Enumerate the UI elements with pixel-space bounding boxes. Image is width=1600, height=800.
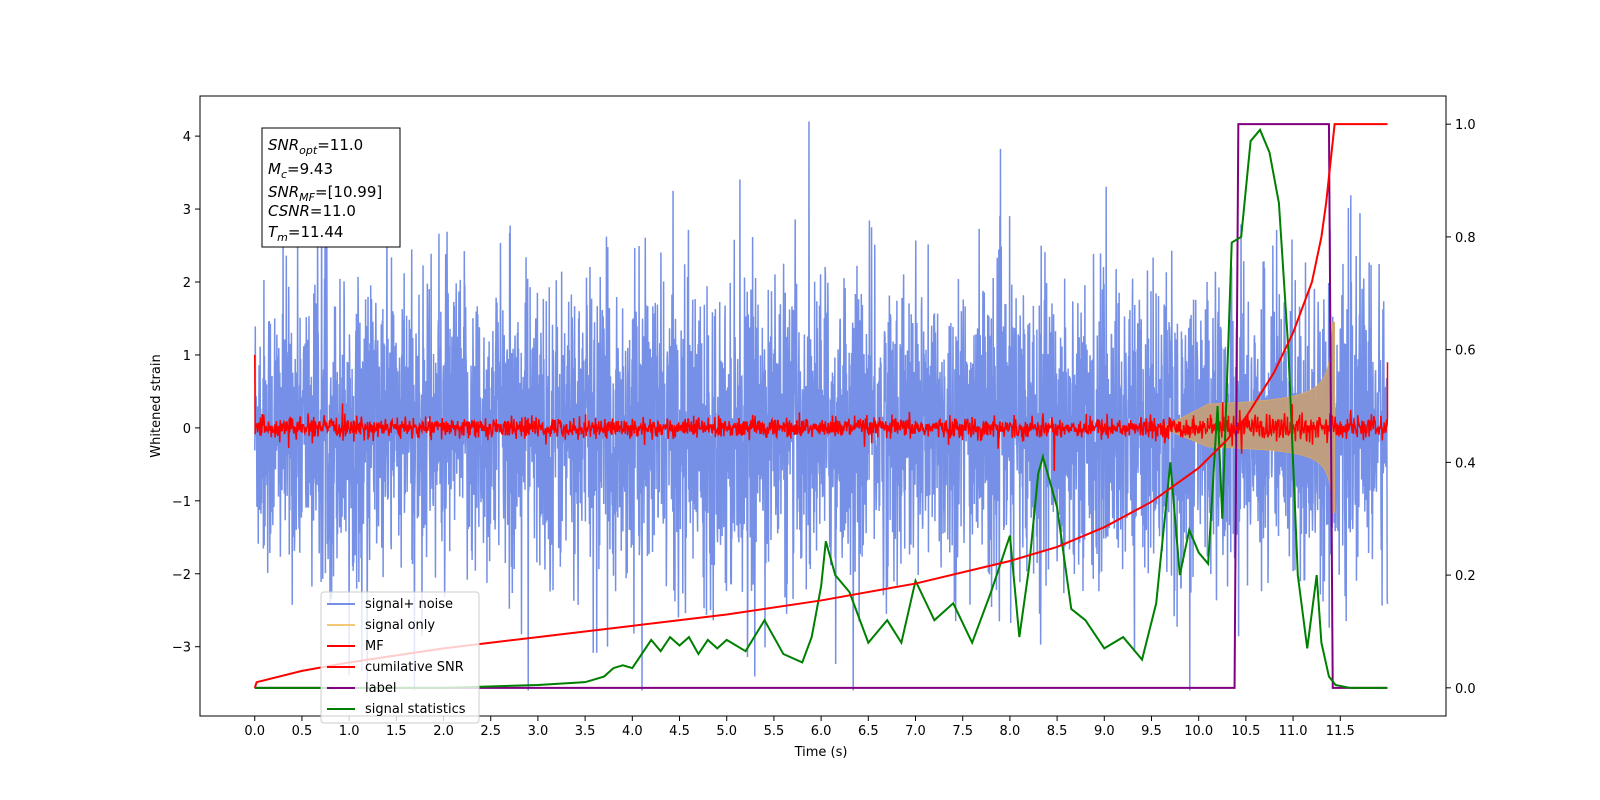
annotation-box (261, 127, 401, 248)
x-tick-label: 3.5 (575, 724, 596, 739)
legend-item-cumulative-snr: cumilative SNR (327, 660, 464, 675)
legend-box (320, 591, 480, 724)
y2-tick-label: 0.6 (1455, 344, 1476, 359)
x-tick-label: 4.0 (622, 724, 643, 739)
x-tick-label: 7.5 (952, 724, 973, 739)
x-tick-label: 0.5 (292, 724, 313, 739)
x-tick-label: 1.5 (386, 724, 407, 739)
x-tick-label: 0.0 (244, 724, 265, 739)
legend-item-signal-only: signal only (327, 618, 435, 633)
y2-tick-label: 0.8 (1455, 231, 1476, 246)
y2-tick-label: 0.4 (1455, 456, 1476, 471)
y2-tick-label: 1.0 (1455, 118, 1476, 133)
legend: signal+ noise signal only MF cumilative … (320, 591, 480, 724)
stats-annotation: SNRopt=11.0 Mc=9.43 SNRMF=[10.99] CSNR=1… (261, 127, 401, 248)
x-tick-label: 3.0 (528, 724, 549, 739)
x-tick-label: 5.5 (764, 724, 785, 739)
legend-item-label: label (327, 681, 396, 696)
mf-line (254, 354, 1389, 472)
legend-label: MF (365, 639, 384, 654)
y-tick-label: −2 (172, 568, 191, 583)
y2-tick-label: 0.2 (1455, 569, 1476, 584)
legend-item-signal-statistics: signal statistics (327, 702, 466, 717)
annotation-snr-opt: SNRopt=11.0 (268, 136, 363, 157)
annotation-snr-mf: SNRMF=[10.99] (268, 183, 382, 204)
x-tick-label: 8.5 (1047, 724, 1068, 739)
annotation-mc: Mc=9.43 (268, 160, 333, 181)
y-tick-label: 3 (183, 203, 191, 218)
x-tick-label: 4.5 (669, 724, 690, 739)
y-tick-label: 4 (183, 130, 191, 145)
legend-item-mf: MF (327, 639, 384, 654)
x-tick-label: 2.5 (480, 724, 501, 739)
annotation-csnr: CSNR=11.0 (268, 202, 356, 220)
legend-item-signal-noise: signal+ noise (327, 597, 453, 612)
legend-label: cumilative SNR (365, 660, 464, 675)
y-tick-label: −3 (172, 641, 191, 656)
y-tick-label: −1 (172, 495, 191, 510)
x-tick-label: 8.0 (1000, 724, 1021, 739)
legend-label: label (365, 681, 396, 696)
x-tick-label: 9.0 (1094, 724, 1115, 739)
label-line (254, 123, 1388, 689)
legend-label: signal only (365, 618, 435, 633)
plot-frame (199, 95, 1447, 717)
x-tick-label: 11.5 (1326, 724, 1355, 739)
annotation-tm: Tm=11.44 (268, 223, 343, 244)
legend-label: signal+ noise (365, 597, 453, 612)
y-tick-label: 2 (183, 276, 191, 291)
x-tick-label: 1.0 (339, 724, 360, 739)
y-tick-label: 0 (183, 422, 191, 437)
x-axis-label: Time (s) (794, 745, 848, 760)
x-tick-label: 5.0 (716, 724, 737, 739)
y-axis-label: Whitened strain (149, 354, 164, 457)
x-tick-label: 10.5 (1231, 724, 1260, 739)
y2-tick-label: 0.0 (1455, 682, 1476, 697)
legend-label: signal statistics (365, 702, 466, 717)
x-tick-label: 6.5 (858, 724, 879, 739)
x-tick-label: 11.0 (1279, 724, 1308, 739)
y-tick-label: 1 (183, 349, 191, 364)
axes: 0.0 0.5 1.0 1.5 2.0 2.5 3.0 3.5 4.0 4.5 5.0 5.5 6.0 6… (172, 118, 1476, 739)
x-tick-label: 2.0 (433, 724, 454, 739)
x-tick-label: 10.0 (1184, 724, 1213, 739)
x-tick-label: 9.5 (1141, 724, 1162, 739)
x-tick-label: 7.0 (905, 724, 926, 739)
x-tick-label: 6.0 (811, 724, 832, 739)
